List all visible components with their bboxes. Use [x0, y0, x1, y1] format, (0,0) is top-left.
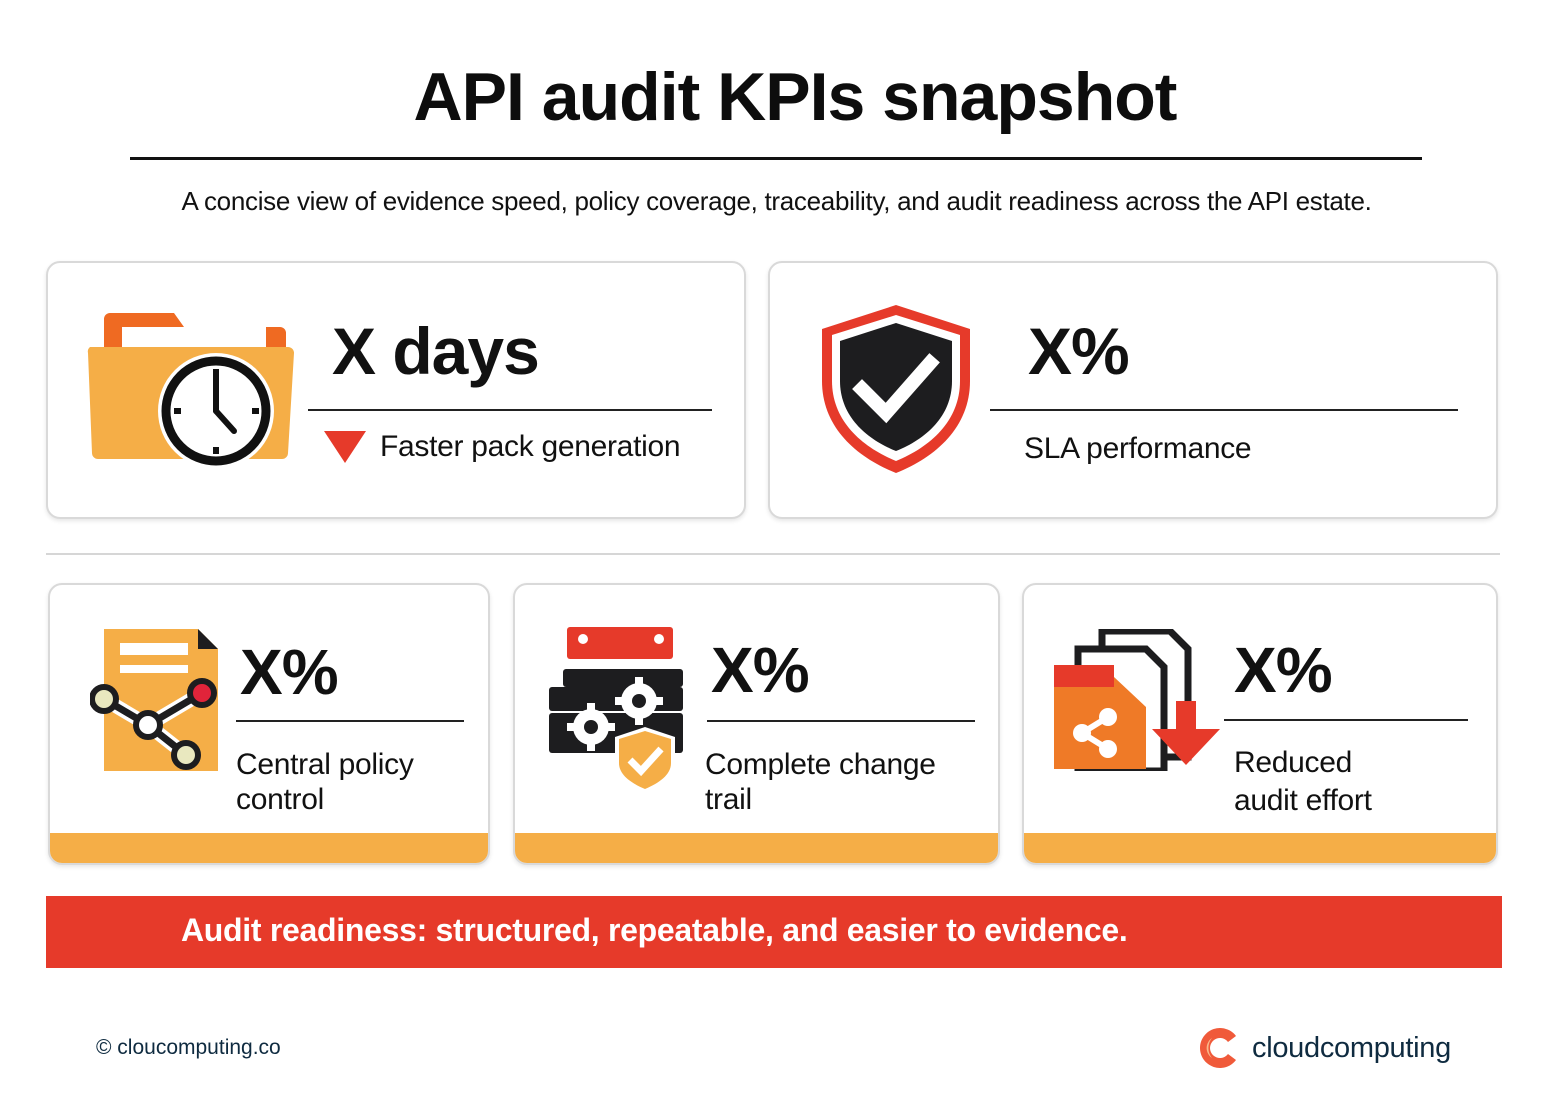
kpi-label-line2: audit effort	[1234, 784, 1372, 817]
kpi-label-line2: control	[236, 783, 324, 816]
folder-clock-icon	[87, 313, 294, 467]
kpi-divider	[990, 409, 1458, 411]
kpi-label: SLA performance	[1024, 432, 1252, 465]
brand-logo: cloudcomputing	[1198, 1024, 1451, 1072]
kpi-divider	[308, 409, 712, 411]
audit-readiness-banner: Audit readiness: structured, repeatable,…	[46, 896, 1502, 968]
section-divider	[46, 553, 1500, 555]
cloudcomputing-logo-icon	[1200, 1028, 1236, 1068]
kpi-value: X%	[711, 634, 810, 706]
kpi-value: X%	[1234, 634, 1333, 706]
kpi-label-line1: Complete change	[705, 748, 936, 781]
kpi-card-audit-effort: X% Reduced audit effort	[1022, 583, 1498, 865]
copyright-text: © cloucomputing.co	[96, 1036, 281, 1059]
shield-check-icon	[822, 305, 970, 473]
kpi-card-change-trail: X% Complete change trail	[513, 583, 1000, 865]
documents-share-download-icon	[1054, 629, 1220, 771]
page-title: API audit KPIs snapshot	[413, 59, 1178, 135]
calendar-gears-shield-icon	[549, 627, 683, 793]
kpi-value: X%	[240, 636, 339, 708]
card-accent-bar	[50, 833, 488, 863]
kpi-label-line1: Reduced	[1234, 746, 1352, 779]
kpi-divider	[236, 720, 464, 722]
page-subtitle: A concise view of evidence speed, policy…	[181, 186, 1372, 216]
kpi-value: X days	[332, 314, 540, 388]
kpi-label-line1: Central policy	[236, 748, 414, 781]
kpi-label-line2: trail	[705, 783, 752, 816]
trend-down-triangle-icon	[324, 431, 366, 463]
kpi-card-sla-performance: X% SLA performance	[768, 261, 1498, 519]
kpi-label: Faster pack generation	[380, 430, 681, 463]
banner-text: Audit readiness: structured, repeatable,…	[181, 912, 1128, 948]
kpi-divider	[707, 720, 975, 722]
kpi-card-pack-generation: X days Faster pack generation	[46, 261, 746, 519]
brand-name: cloudcomputing	[1252, 1031, 1451, 1064]
card-accent-bar	[515, 833, 998, 863]
policy-document-network-icon	[90, 629, 218, 771]
kpi-card-central-policy: X% Central policy control	[48, 583, 490, 865]
card-accent-bar	[1024, 833, 1496, 863]
kpi-divider	[1224, 719, 1468, 721]
title-divider	[130, 157, 1422, 160]
kpi-value: X%	[1028, 314, 1130, 388]
